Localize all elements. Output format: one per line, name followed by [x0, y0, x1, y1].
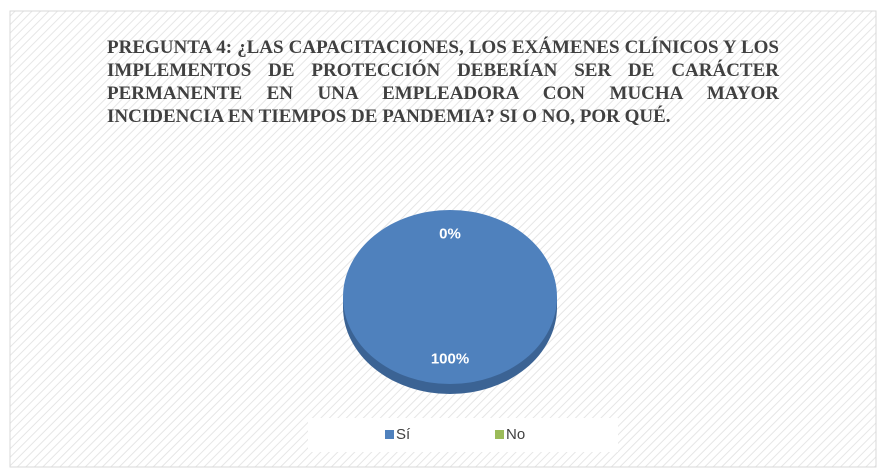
legend-box — [308, 418, 618, 452]
legend-swatch — [385, 430, 394, 439]
legend-label: No — [506, 426, 525, 443]
legend: Sí No — [385, 426, 525, 443]
data-label: 0% — [439, 225, 461, 242]
chart-title: PREGUNTA 4: ¿LAS CAPACITACIONES, LOS EXÁ… — [107, 37, 779, 127]
data-label: 100% — [431, 351, 469, 368]
pie-slice — [343, 210, 557, 384]
legend-label: Sí — [396, 426, 411, 443]
legend-swatch — [495, 430, 504, 439]
pie: 100% 0% — [343, 210, 557, 394]
